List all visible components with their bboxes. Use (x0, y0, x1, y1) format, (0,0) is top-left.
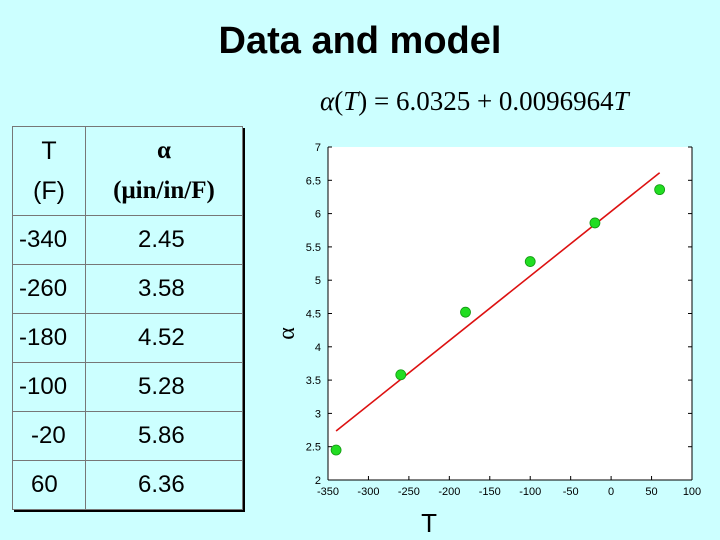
x-tick-label: 50 (645, 486, 657, 498)
table-header-row: T (F) α (μin/in/F) (12, 126, 243, 216)
data-point (524, 256, 536, 267)
y-tick-label: 2 (315, 475, 321, 487)
y-tick-label: 2.5 (306, 442, 321, 454)
t-value: 60 (12, 460, 86, 510)
header-a-cell: α (μin/in/F) (85, 126, 243, 216)
x-tick-label: -250 (398, 486, 420, 498)
x-tick-label: -100 (519, 486, 541, 498)
alpha-value: 5.86 (85, 411, 243, 461)
y-tick-label: 5 (315, 275, 321, 287)
table-row: -340 2.45 (12, 215, 243, 265)
y-tick-label: 3 (315, 408, 321, 420)
x-tick-label: -300 (357, 486, 379, 498)
data-point (330, 444, 342, 456)
page-title: Data and model (218, 20, 502, 62)
y-tick-label: 6 (315, 209, 321, 221)
x-tick-label: -150 (479, 486, 501, 498)
header-t-unit: (F) (33, 177, 65, 205)
x-tick-label: 0 (608, 486, 614, 498)
table-row: -180 4.52 (12, 313, 243, 363)
data-point (589, 217, 601, 229)
header-t-symbol: T (41, 137, 57, 165)
alpha-value: 3.58 (85, 264, 243, 314)
model-equation: α(T) = 6.0325 + 0.0096964T (320, 86, 629, 116)
data-point (460, 306, 471, 318)
x-tick-label: -200 (438, 486, 460, 498)
equation-slope: 0.0096964 (498, 86, 614, 116)
data-point (395, 369, 407, 381)
table-row: -260 3.58 (12, 264, 243, 314)
alpha-value: 5.28 (85, 362, 243, 412)
data-table: T (F) α (μin/in/F) -340 2.45 -260 3.58 -… (12, 126, 243, 510)
x-tick-label: -50 (563, 486, 579, 498)
x-axis-label: T (421, 508, 437, 535)
t-value: -260 (12, 264, 86, 314)
data-point (654, 184, 666, 196)
header-a-symbol: α (157, 137, 171, 164)
alpha-value: 6.36 (85, 460, 243, 510)
y-tick-label: 4.5 (306, 309, 321, 321)
y-tick-label: 3.5 (306, 375, 321, 387)
t-value: -100 (12, 362, 86, 412)
x-tick-label: -350 (317, 486, 339, 498)
t-value: -180 (12, 313, 86, 363)
t-value: -20 (12, 411, 86, 461)
x-tick-label: 100 (683, 486, 701, 498)
table-row: -20 5.86 (12, 411, 243, 461)
table-row: 60 6.36 (12, 460, 243, 510)
y-tick-label: 5.5 (306, 242, 321, 254)
y-tick-label: 7 (315, 142, 321, 154)
y-tick-label: 4 (315, 342, 321, 354)
equation-intercept: 6.0325 (395, 86, 471, 116)
plot-area (328, 147, 692, 480)
scatter-chart: 2 2.5 3 3.5 4 4.5 5 5.5 6 6.5 7 -350 -300 -250 -200 -15… (274, 142, 701, 535)
equation-rhs-var: T (613, 86, 629, 116)
y-axis-label: α (274, 327, 300, 340)
fit-line (335, 172, 661, 432)
equation-lhs-var: T (343, 86, 359, 116)
header-t-cell: T (F) (12, 126, 86, 216)
alpha-value: 4.52 (85, 313, 243, 363)
y-tick-label: 6.5 (306, 175, 321, 187)
alpha-value: 2.45 (85, 215, 243, 265)
t-value: -340 (12, 215, 86, 265)
table-row: -100 5.28 (12, 362, 243, 412)
equation-lhs-func: α (320, 86, 335, 116)
header-a-unit: (μin/in/F) (113, 177, 215, 204)
